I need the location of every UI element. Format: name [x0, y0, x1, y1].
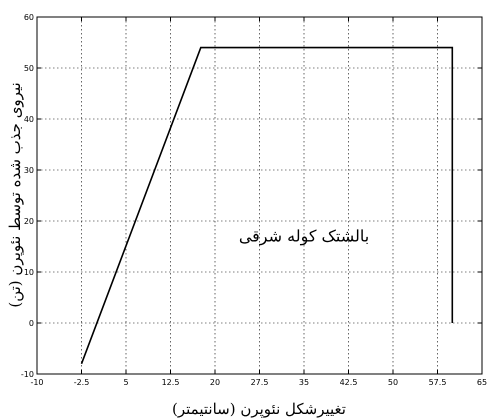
- x-tick-label: 20: [210, 378, 220, 387]
- y-tick-label: 50: [24, 64, 34, 73]
- x-tick-label: 50: [388, 378, 398, 387]
- y-tick-label: 10: [24, 268, 34, 277]
- grid: [37, 17, 482, 374]
- x-tick-label: 35: [299, 378, 309, 387]
- ticks: [36, 16, 483, 375]
- y-tick-label: 40: [24, 115, 34, 124]
- x-tick-label: 65: [477, 378, 487, 387]
- x-tick-label: 5: [123, 378, 128, 387]
- x-tick-label: 42.5: [340, 378, 358, 387]
- y-tick-label: -10: [21, 370, 34, 379]
- y-axis-label: نیروی جذب شده توسط نئوپرن (تن): [6, 82, 24, 307]
- y-tick-label: 60: [24, 13, 34, 22]
- x-axis-label: تغییرشکل نئوپرن (سانتیمتر): [172, 400, 346, 418]
- x-tick-label: -2.5: [74, 378, 90, 387]
- y-tick-label: 30: [24, 166, 34, 175]
- x-tick-label: -10: [30, 378, 43, 387]
- x-tick-label: 27.5: [251, 378, 269, 387]
- x-tick-label: 12.5: [162, 378, 180, 387]
- annotation-east-abutment-bearing: بالشتک کوله شرقی: [239, 226, 369, 245]
- y-tick-label: 0: [29, 319, 34, 328]
- series-line: [80, 46, 454, 365]
- x-tick-label: 57.5: [429, 378, 447, 387]
- series: [80, 46, 454, 365]
- y-tick-label: 20: [24, 217, 34, 226]
- tick-labels: -10 -2.5 5 12.5 20 27.5 35 42.5 50 57.5 65 -10 0 10 20…: [21, 13, 487, 387]
